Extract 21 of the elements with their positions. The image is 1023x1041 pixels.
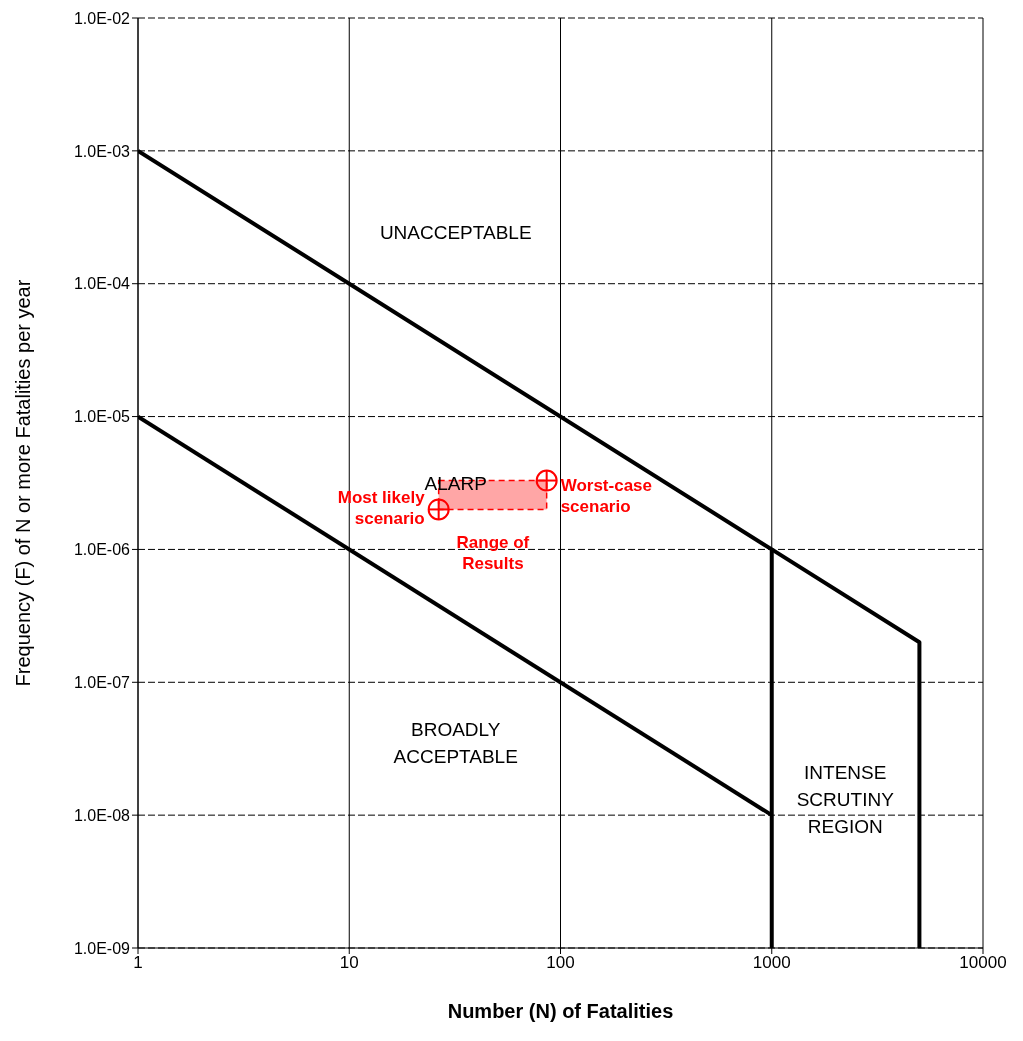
y-tick-label: 1.0E-02 <box>73 9 131 27</box>
annotation: Range of Results <box>456 531 530 574</box>
x-tick-label: 1 <box>133 953 143 973</box>
x-tick-label: 1000 <box>752 953 791 973</box>
y-tick-label: 1.0E-06 <box>73 541 131 559</box>
y-tick-label: 1.0E-05 <box>73 408 131 426</box>
x-tick-label: 10 <box>339 953 359 973</box>
annotation: INTENSE SCRUTINY REGION <box>796 760 894 839</box>
y-tick-label: 1.0E-04 <box>73 275 131 293</box>
y-axis-title: Frequency (F) of N or more Fatalities per year <box>12 279 35 687</box>
y-tick-label: 1.0E-09 <box>73 939 131 957</box>
annotation: BROADLY ACCEPTABLE <box>393 718 518 770</box>
y-tick-label: 1.0E-08 <box>73 806 131 824</box>
series-label: Worst-case scenario <box>560 475 653 516</box>
x-axis-title: Number (N) of Fatalities <box>447 1000 674 1022</box>
x-tick-label: 100 <box>546 953 575 973</box>
y-tick-label: 1.0E-03 <box>73 142 131 160</box>
annotation: ALARP <box>424 471 487 494</box>
x-tick-label: 10000 <box>959 953 1007 973</box>
annotation: UNACCEPTABLE <box>379 220 532 245</box>
y-tick-label: 1.0E-07 <box>73 673 131 691</box>
